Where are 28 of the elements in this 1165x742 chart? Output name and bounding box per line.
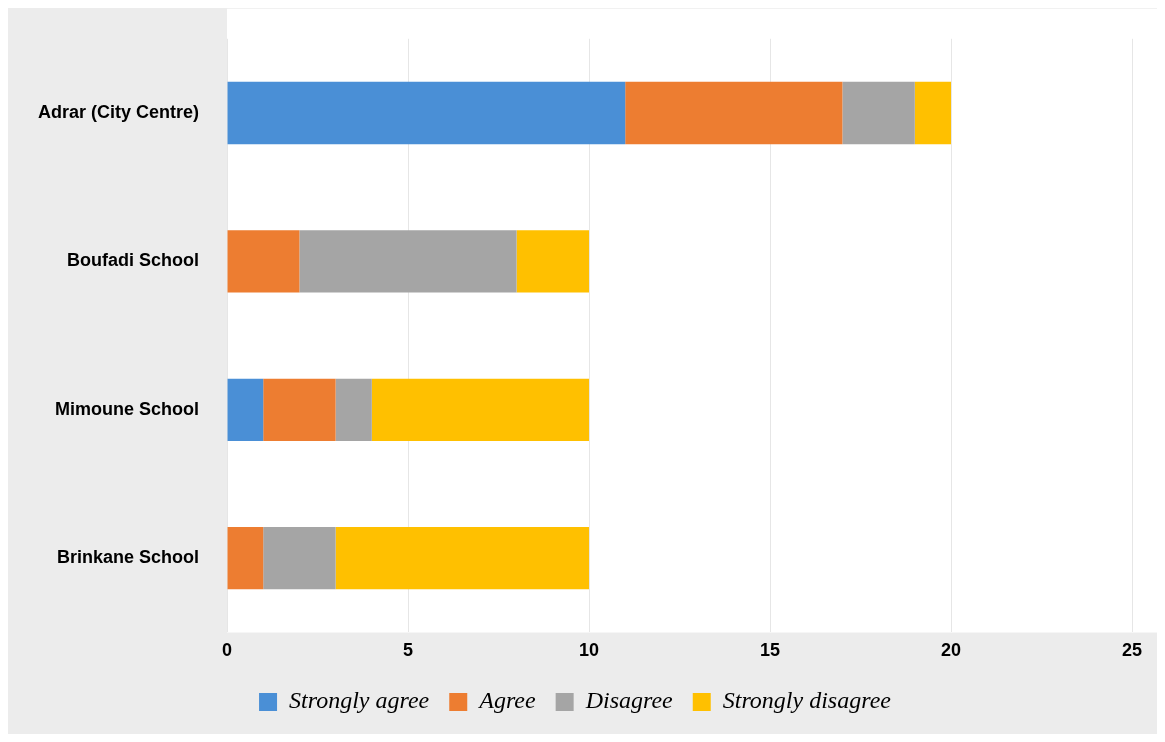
legend-label: Strongly disagree xyxy=(722,687,892,714)
x-tick-label: 0 xyxy=(222,640,233,661)
legend-label: Strongly agree xyxy=(289,687,430,714)
y-tick-label: Adrar (City Centre) xyxy=(37,101,200,122)
legend-label: Agree xyxy=(477,687,536,714)
x-tick-label: 15 xyxy=(759,640,781,661)
bar xyxy=(914,81,952,145)
y-tick-label: Mimoune School xyxy=(55,398,200,419)
x-tick-label: 5 xyxy=(403,640,414,661)
bar xyxy=(227,378,264,441)
bar xyxy=(335,378,372,441)
bar xyxy=(227,81,626,145)
bar xyxy=(371,378,590,441)
x-tick-label: 10 xyxy=(579,640,600,661)
bar xyxy=(842,81,915,145)
bar xyxy=(299,230,517,293)
x-tick-label: 20 xyxy=(940,640,962,661)
bar xyxy=(516,230,590,293)
x-tick-label: 25 xyxy=(1121,640,1143,661)
bar xyxy=(263,378,336,441)
y-tick-label: Boufadi School xyxy=(67,250,200,271)
y-tick-label: Brinkane School xyxy=(56,547,200,568)
legend-label: Disagree xyxy=(584,687,674,714)
bar xyxy=(625,81,843,145)
bar xyxy=(335,527,590,590)
bar xyxy=(227,230,300,293)
bar xyxy=(227,527,264,590)
bar xyxy=(263,527,336,590)
